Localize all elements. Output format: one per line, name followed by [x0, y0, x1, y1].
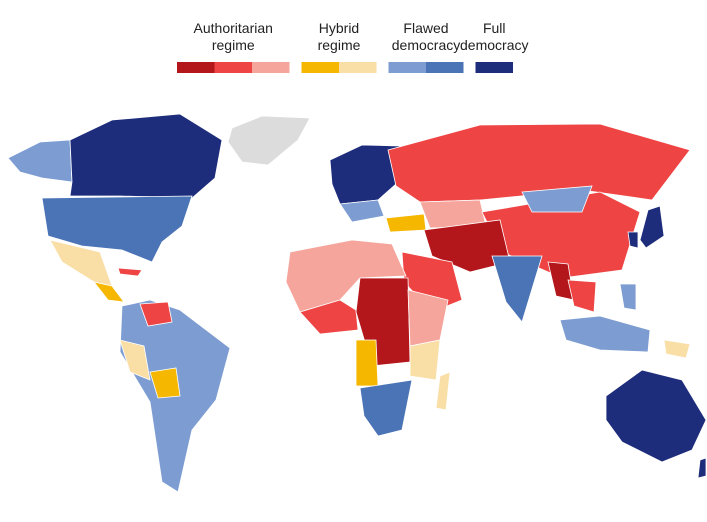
alaska [7, 139, 73, 183]
legend-label: Flawed [403, 20, 448, 36]
legend-label: regime [212, 37, 255, 53]
mongolia [521, 185, 593, 213]
east-africa [407, 289, 449, 347]
bolivia [149, 367, 181, 399]
legend-swatch [426, 62, 464, 73]
legend-swatch [177, 62, 215, 73]
png [663, 339, 691, 359]
legend-swatch [339, 62, 377, 73]
korea [627, 231, 639, 249]
canada [69, 113, 223, 199]
legend-swatch [252, 62, 290, 73]
venezuela [139, 301, 173, 327]
new-zealand [697, 457, 707, 479]
turkey [385, 213, 427, 233]
legend-label: Hybrid [319, 20, 359, 36]
map-shapes [7, 113, 707, 493]
se-asia [567, 279, 597, 313]
middle-east [423, 219, 511, 273]
europe-flawed [339, 199, 385, 223]
russia [387, 123, 691, 203]
peru [119, 339, 151, 381]
legend-label: regime [318, 37, 361, 53]
angola [355, 339, 379, 387]
legend-swatch [301, 62, 339, 73]
legend-label: democracy [392, 37, 460, 53]
japan [639, 205, 665, 249]
legend-label: democracy [460, 37, 528, 53]
greenland [227, 115, 311, 166]
india [491, 255, 543, 323]
legend-swatch [475, 62, 513, 73]
legend-swatch [214, 62, 252, 73]
cuba [117, 267, 143, 277]
tanzania [409, 339, 441, 381]
philippines [619, 283, 637, 311]
southern-africa [359, 379, 413, 437]
legend-label: Authoritarian [194, 20, 273, 36]
central-america [93, 281, 125, 303]
west-africa [299, 299, 359, 335]
madagascar [435, 371, 451, 411]
legend: AuthoritarianregimeHybridregimeFlaweddem… [177, 20, 528, 73]
indonesia [559, 315, 651, 353]
legend-swatch [388, 62, 426, 73]
australia [605, 369, 707, 463]
legend-label: Full [483, 20, 506, 36]
usa [41, 195, 193, 263]
europe-full [329, 144, 401, 205]
